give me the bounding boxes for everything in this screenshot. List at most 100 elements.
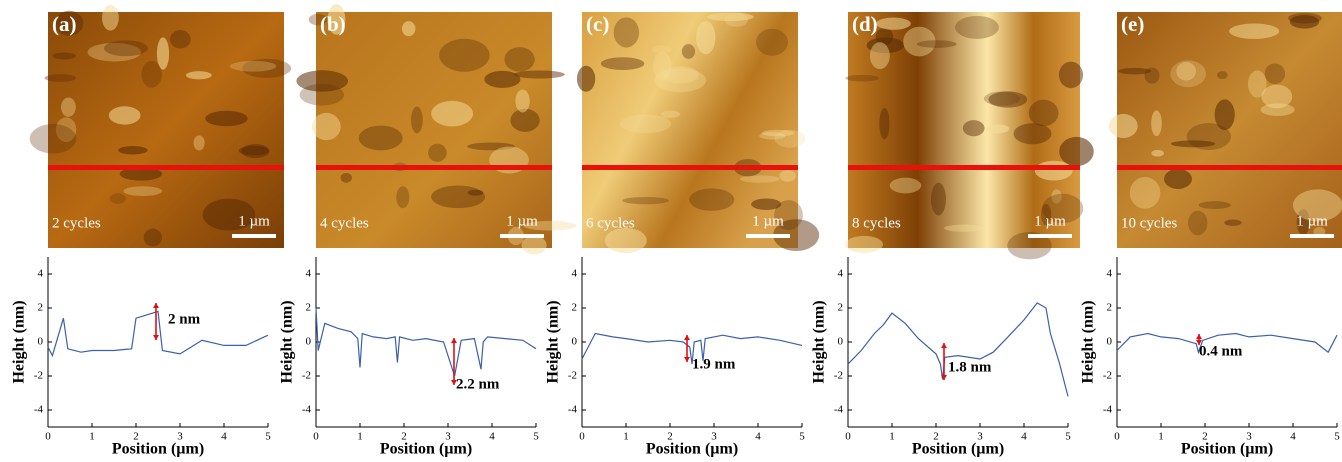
texture (845, 75, 879, 82)
arrow-head (451, 338, 457, 343)
texture (696, 21, 715, 54)
texture (186, 71, 212, 79)
scan-line (848, 165, 1080, 170)
profile-line (848, 303, 1068, 397)
y-tick-label: -4 (834, 404, 844, 416)
y-tick-label: 0 (838, 336, 844, 348)
texture (110, 193, 126, 204)
y-tick-label: 4 (306, 268, 312, 280)
texture (468, 190, 484, 196)
panel-label: (c) (586, 12, 609, 36)
texture (341, 173, 352, 183)
arrow-head (153, 335, 159, 340)
texture (879, 108, 889, 139)
scale-bar (1290, 234, 1334, 238)
texture (1224, 220, 1241, 226)
y-tick-label: 0 (1107, 336, 1113, 348)
texture (890, 178, 922, 194)
texture (1059, 62, 1083, 89)
annotation: 1.9 nm (692, 356, 736, 372)
afm-image (30, 5, 291, 248)
texture (1265, 63, 1285, 84)
x-axis-label: Position (µm) (912, 441, 1004, 458)
y-tick-label: 4 (38, 268, 44, 280)
cycles-label: 6 cycles (586, 215, 635, 231)
texture (661, 111, 680, 118)
texture (1109, 114, 1138, 138)
scan-line (1117, 165, 1342, 170)
y-axis-label: Height (nm) (279, 300, 296, 383)
y-tick-label: -2 (302, 370, 311, 382)
scale-bar (500, 234, 544, 238)
texture (931, 183, 946, 216)
texture (1035, 161, 1073, 181)
scale-bar (1028, 234, 1072, 238)
y-tick-label: -4 (1103, 404, 1113, 416)
texture (141, 61, 161, 88)
y-tick-label: 2 (1107, 302, 1113, 314)
texture (61, 98, 76, 117)
texture (428, 144, 447, 162)
profile-line (316, 308, 536, 376)
figure: (a)2 cycles1 µm-4-2024012345Position (µm… (0, 0, 1342, 462)
y-tick-label: 0 (572, 336, 578, 348)
scan-line (48, 165, 284, 170)
texture (1188, 211, 1207, 236)
x-tick-label: 0 (845, 431, 851, 443)
texture (740, 175, 780, 182)
arrow-head (1196, 334, 1202, 339)
texture (1248, 70, 1267, 97)
texture (52, 53, 75, 60)
cycles-label: 8 cycles (852, 215, 901, 231)
texture (759, 132, 785, 139)
texture (986, 124, 1009, 133)
x-tick-label: 4 (489, 431, 495, 443)
texture (944, 225, 985, 232)
texture (622, 197, 669, 204)
x-tick-label: 4 (221, 431, 227, 443)
texture (104, 40, 148, 56)
y-tick-label: 4 (1107, 268, 1113, 280)
texture (118, 146, 147, 155)
x-axis-label: Position (µm) (112, 441, 204, 458)
y-tick-label: 2 (572, 302, 578, 314)
texture (411, 107, 423, 134)
x-axis-label: Position (µm) (1181, 441, 1273, 458)
scale-bar (232, 234, 276, 238)
y-tick-label: -2 (1103, 370, 1112, 382)
texture (1199, 201, 1231, 209)
texture (1151, 150, 1164, 157)
texture (521, 236, 546, 255)
texture (402, 21, 415, 36)
y-tick-label: 2 (306, 302, 312, 314)
texture (431, 186, 485, 209)
texture (439, 39, 489, 72)
texture (620, 114, 671, 133)
texture (605, 228, 647, 253)
annotation: 1.8 nm (948, 359, 992, 375)
texture (1290, 15, 1319, 29)
x-tick-label: 0 (45, 431, 51, 443)
annotation: 2 nm (168, 311, 201, 327)
texture (1029, 100, 1059, 127)
x-tick-label: 1 (889, 431, 895, 443)
texture (876, 18, 911, 30)
x-tick-label: 1 (89, 431, 95, 443)
texture (1176, 62, 1196, 81)
y-axis-label: Height (nm) (11, 300, 28, 383)
scale-bar-label: 1 µm (1034, 213, 1066, 229)
texture (1145, 68, 1160, 84)
x-tick-label: 4 (1290, 431, 1296, 443)
texture (1059, 137, 1094, 166)
texture (653, 52, 671, 80)
texture (396, 186, 409, 208)
scale-bar-label: 1 µm (506, 213, 538, 229)
texture (194, 135, 205, 150)
y-tick-label: -4 (568, 404, 578, 416)
texture (484, 71, 520, 88)
texture (300, 84, 345, 106)
texture (102, 5, 119, 31)
scan-line (316, 165, 552, 170)
texture (1130, 177, 1161, 209)
arrow-head (684, 335, 690, 340)
